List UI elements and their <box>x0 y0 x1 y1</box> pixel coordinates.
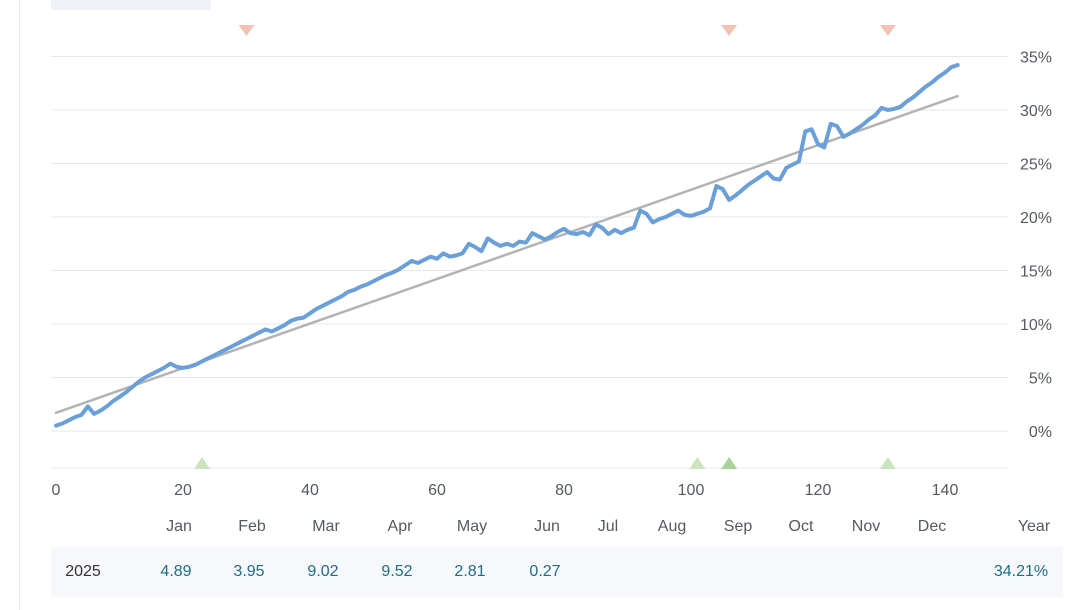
y-tick-label: 15% <box>1020 264 1052 281</box>
month-return-jun: 0.27 <box>529 563 561 580</box>
y-tick-label: 30% <box>1020 103 1052 120</box>
top-tab <box>51 0 211 10</box>
month-return-may: 2.81 <box>454 563 486 580</box>
up-marker <box>194 457 211 469</box>
month-return-apr: 9.52 <box>381 563 413 580</box>
down-marker <box>721 25 738 36</box>
month-label: Aug <box>658 518 686 535</box>
month-label: Jun <box>534 518 560 535</box>
y-tick-label: 35% <box>1020 50 1052 67</box>
month-labels: Jan Feb Mar Apr May Jun Jul Aug Sep Oct Nov Dec Year <box>166 518 1051 535</box>
y-tick-label: 0% <box>1029 424 1052 441</box>
month-label: Jan <box>166 518 192 535</box>
x-tick-label: 120 <box>805 482 832 499</box>
year-header-label: Year <box>1018 518 1051 535</box>
month-label: Sep <box>724 518 753 535</box>
y-tick-label: 5% <box>1029 371 1052 388</box>
month-return-feb: 3.95 <box>233 563 265 580</box>
returns-row: 2025 4.89 3.95 9.02 9.52 2.81 0.27 34.21… <box>51 547 1063 597</box>
month-label: Nov <box>852 518 880 535</box>
month-label: Jul <box>598 518 618 535</box>
x-tick-label: 140 <box>932 482 959 499</box>
equity-line-layer <box>54 63 960 428</box>
up-marker <box>879 457 896 469</box>
month-label: Mar <box>312 518 340 535</box>
month-label: Oct <box>789 518 814 535</box>
x-tick-label: 100 <box>678 482 705 499</box>
x-tick-label: 40 <box>301 482 319 499</box>
up-marker <box>721 457 738 469</box>
x-tick-label: 80 <box>555 482 573 499</box>
x-tick-label: 0 <box>52 482 61 499</box>
markers <box>194 25 896 469</box>
y-tick-label: 20% <box>1020 210 1052 227</box>
x-tick-label: 60 <box>428 482 446 499</box>
month-return-mar: 9.02 <box>307 563 339 580</box>
x-tick-label: 20 <box>174 482 192 499</box>
month-label: May <box>457 518 487 535</box>
up-marker <box>689 457 706 469</box>
month-label: Apr <box>388 518 414 535</box>
chart: 35% 30% 25% 20% 15% 10% 5% 0% 0 20 40 60 80 100 120 14… <box>51 25 1052 535</box>
down-marker <box>879 25 896 36</box>
month-return-jan: 4.89 <box>160 563 192 580</box>
x-axis-labels: 0 20 40 60 80 100 120 140 <box>52 482 959 499</box>
y-axis-labels: 35% 30% 25% 20% 15% 10% 5% 0% <box>1020 50 1052 442</box>
equity-line <box>54 63 960 428</box>
year-cell: 2025 <box>65 563 101 580</box>
grid-lines <box>51 56 1008 469</box>
month-label: Feb <box>238 518 266 535</box>
month-label: Dec <box>918 518 946 535</box>
down-marker <box>238 25 255 36</box>
y-tick-label: 10% <box>1020 317 1052 334</box>
y-tick-label: 25% <box>1020 157 1052 174</box>
frame-border <box>19 0 20 610</box>
year-total-return: 34.21% <box>993 563 1049 580</box>
